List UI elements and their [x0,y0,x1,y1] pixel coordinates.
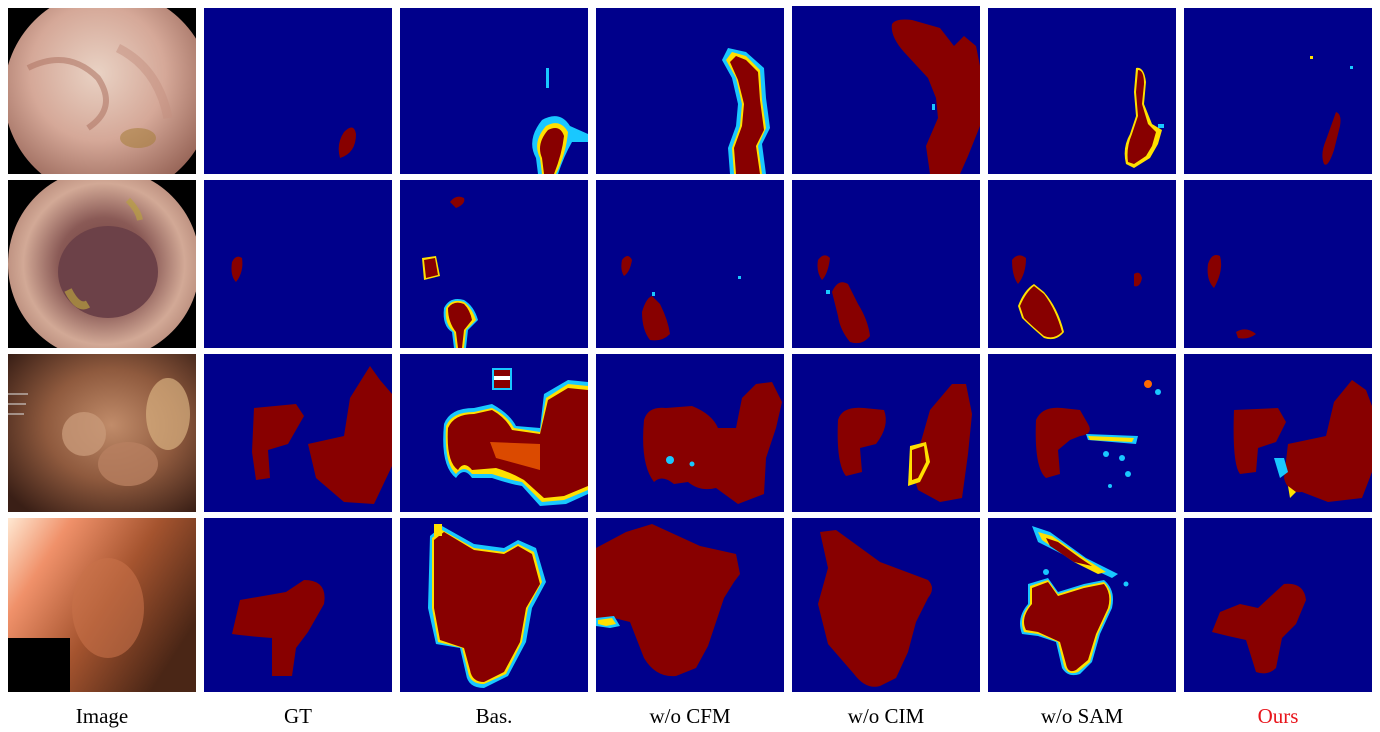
row1-ours-mask [1184,8,1372,174]
row1-wo-cfm-mask [596,8,784,174]
caption-bas: Bas. [475,704,513,728]
row4-wo-cfm-mask [596,518,784,692]
row2-ours-mask [1184,180,1372,348]
row3-gt-mask [204,354,392,512]
row4-gt-mask [204,518,392,692]
caption-wo-sam: w/o SAM [1040,704,1124,728]
row4-bas-mask [400,518,588,692]
row1-wo-sam-mask [988,8,1176,174]
row3-bas-mask [400,354,588,512]
row1-gt-mask [204,8,392,174]
row2-wo-sam-mask [988,180,1176,348]
caption-image: Image [75,704,129,728]
row1-endoscopy-image [8,8,196,174]
row1-bas-mask [400,8,588,174]
row3-wo-sam-mask [988,354,1176,512]
caption-wo-cfm: w/o CFM [649,704,731,728]
row2-endoscopy-image [8,180,196,348]
row3-wo-cfm-mask [596,354,784,512]
row2-wo-cfm-mask [596,180,784,348]
caption-gt: GT [284,704,312,728]
caption-wo-cim: w/o CIM [847,704,925,728]
row2-bas-mask [400,180,588,348]
row3-ours-mask [1184,354,1372,512]
caption-ours: Ours [1257,704,1299,728]
row3-wo-cim-mask [792,354,980,512]
row4-endoscopy-image [8,518,196,692]
row4-wo-cim-mask [792,518,980,692]
row4-wo-sam-mask [988,518,1176,692]
row2-gt-mask [204,180,392,348]
row2-wo-cim-mask [792,180,980,348]
row3-endoscopy-image [8,354,196,512]
row4-ours-mask [1184,518,1372,692]
row1-wo-cim-mask [792,6,980,174]
